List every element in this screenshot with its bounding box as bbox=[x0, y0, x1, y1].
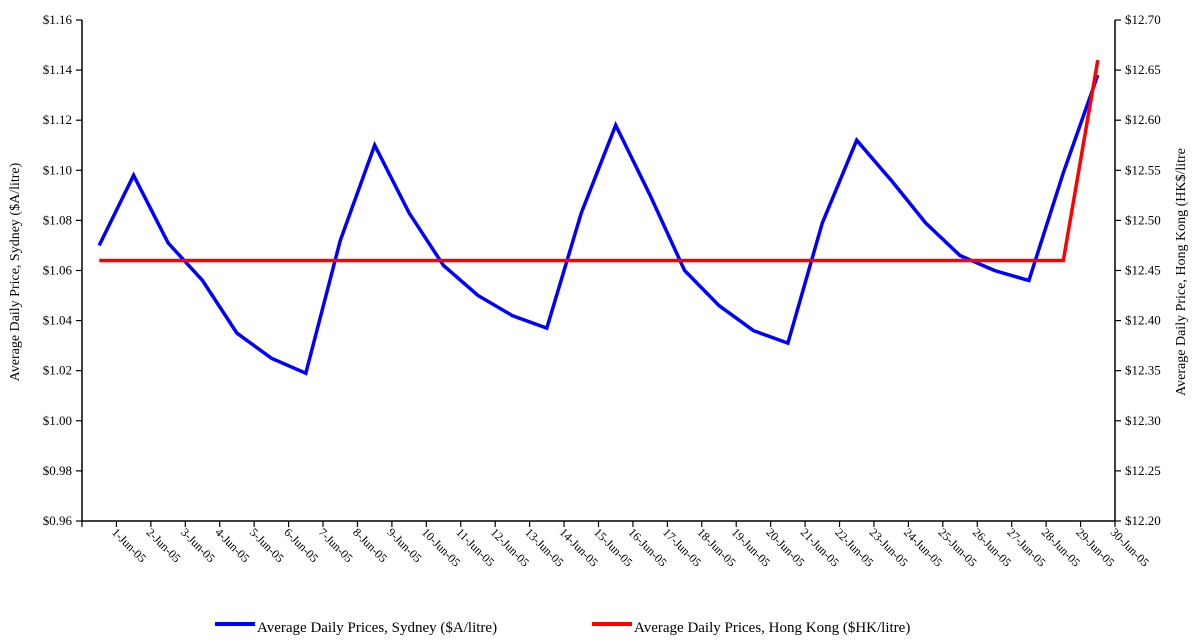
x-tick-label: 3-Jun-05 bbox=[178, 525, 218, 565]
x-tick-label: 5-Jun-05 bbox=[247, 525, 287, 565]
series-line-hongkong bbox=[99, 59, 1100, 263]
y-tick-label-right: $12.70 bbox=[1125, 12, 1161, 27]
y-tick-label-left: $1.06 bbox=[43, 263, 73, 278]
x-tick-label: 8-Jun-05 bbox=[350, 525, 390, 565]
x-tick-label: 7-Jun-05 bbox=[316, 525, 356, 565]
y-tick-label-left: $1.16 bbox=[43, 12, 73, 27]
y-tick-label-left: $1.14 bbox=[43, 62, 73, 77]
y-tick-label-right: $12.45 bbox=[1125, 263, 1161, 278]
y-tick-label-left: $1.12 bbox=[43, 112, 72, 127]
x-tick-label: 9-Jun-05 bbox=[385, 525, 425, 565]
y-tick-label-right: $12.40 bbox=[1125, 313, 1161, 328]
axes bbox=[81, 20, 1116, 522]
legend-label-sydney: Average Daily Prices, Sydney ($A/litre) bbox=[257, 620, 498, 636]
x-tick-label: 4-Jun-05 bbox=[212, 525, 252, 565]
legend-label-hongkong: Average Daily Prices, Hong Kong ($HK/lit… bbox=[634, 620, 911, 636]
y-tick-label-right: $12.20 bbox=[1125, 513, 1161, 528]
y-tick-label-left: $1.08 bbox=[43, 212, 72, 227]
x-tick-label: 30-Jun-05 bbox=[1108, 525, 1152, 569]
y-tick-label-right: $12.55 bbox=[1125, 162, 1161, 177]
y-tick-label-right: $12.30 bbox=[1125, 413, 1161, 428]
legend-swatch-sydney bbox=[215, 621, 255, 626]
series bbox=[97, 59, 1100, 376]
y-tick-label-left: $1.02 bbox=[43, 363, 72, 378]
x-tick-label: 6-Jun-05 bbox=[281, 525, 321, 565]
legend-item-hongkong: Average Daily Prices, Hong Kong ($HK/lit… bbox=[592, 620, 910, 637]
y-tick-label-left: $0.96 bbox=[43, 513, 73, 528]
y-tick-label-left: $1.00 bbox=[43, 413, 72, 428]
x-tick-label: 1-Jun-05 bbox=[109, 525, 149, 565]
y-tick-label-right: $12.25 bbox=[1125, 463, 1161, 478]
y-tick-label-left: $1.04 bbox=[43, 313, 73, 328]
x-tick-label: 2-Jun-05 bbox=[144, 525, 184, 565]
legend: Average Daily Prices, Sydney ($A/litre) … bbox=[0, 620, 1193, 642]
legend-item-sydney: Average Daily Prices, Sydney ($A/litre) bbox=[215, 620, 497, 637]
y-tick-label-left: $1.10 bbox=[43, 162, 72, 177]
y-tick-label-right: $12.50 bbox=[1125, 212, 1161, 227]
legend-swatch-hongkong bbox=[592, 621, 632, 626]
y-axis-label-right: Average Daily Price, Hong Kong (HK$/litr… bbox=[1174, 148, 1189, 396]
y-tick-label-right: $12.65 bbox=[1125, 62, 1161, 77]
y-tick-label-left: $0.98 bbox=[43, 463, 72, 478]
y-tick-label-right: $12.35 bbox=[1125, 363, 1161, 378]
y-axis-label-left: Average Daily Price, Sydney ($A/litre) bbox=[8, 162, 23, 381]
series-line-sydney bbox=[97, 74, 1100, 376]
y-tick-label-right: $12.60 bbox=[1125, 112, 1161, 127]
